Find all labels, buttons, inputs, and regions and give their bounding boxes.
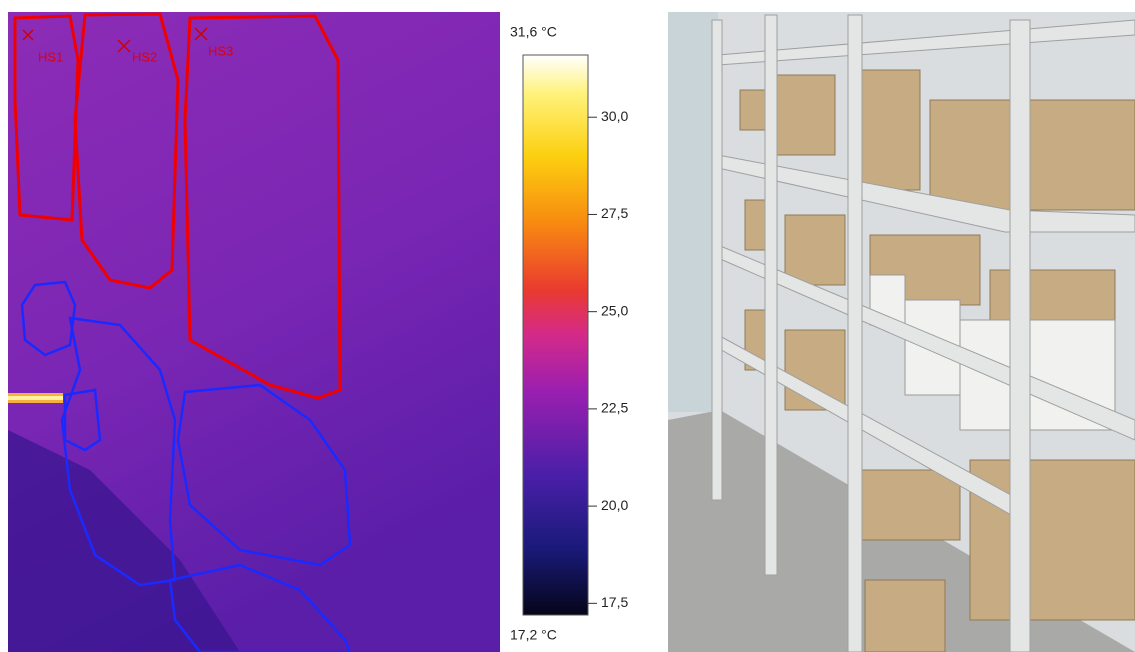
tick-label: 30,0	[601, 108, 628, 124]
tick-label: 20,0	[601, 497, 628, 513]
tick-label: 27,5	[601, 205, 628, 221]
color-scale	[522, 54, 589, 616]
region-label: HS3	[208, 43, 233, 58]
tick-label: 25,0	[601, 302, 628, 318]
photo	[668, 12, 1135, 652]
tick-label: 22,5	[601, 400, 628, 416]
thermal-image: HS1 HS2 HS3	[8, 12, 500, 652]
region-label: HS2	[132, 49, 157, 64]
scale-max-label: 31,6 °C	[510, 24, 557, 40]
tick-label: 17,5	[601, 594, 628, 610]
region-label: HS1	[38, 49, 63, 64]
scale-min-label: 17,2 °C	[510, 627, 557, 643]
